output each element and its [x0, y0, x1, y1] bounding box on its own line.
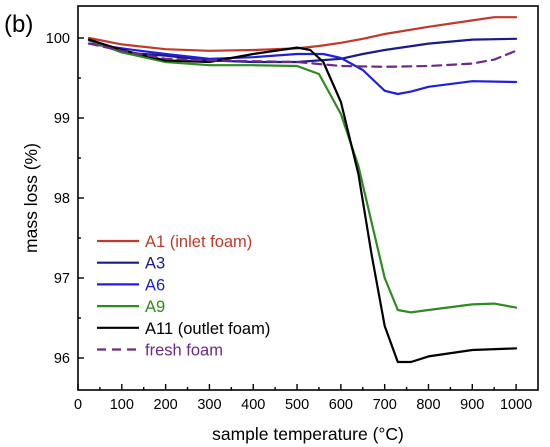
panel-label: (b): [4, 11, 33, 38]
y-tick-label: 100: [46, 31, 70, 47]
x-tick-label: 400: [241, 397, 265, 413]
series-line-5: [87, 42, 518, 68]
x-tick-label: 100: [110, 397, 134, 413]
legend: A1 (inlet foam) A3 A6 A9 A11 (outlet foam) fr…: [97, 233, 270, 360]
x-tick-label: 0: [74, 397, 82, 413]
x-tick-label: 600: [329, 397, 353, 413]
y-axis-title: mass loss (%): [21, 143, 41, 253]
series-layer: [87, 16, 518, 364]
legend-label: A1 (inlet foam): [145, 233, 252, 251]
legend-label: fresh foam: [145, 342, 223, 360]
series-line-1: [87, 37, 518, 64]
x-tick-label: 200: [154, 397, 178, 413]
legend-label: A11 (outlet foam): [145, 320, 270, 338]
x-axis-ticks: 0 100 200 300 400 500 600 700 800 900 1000: [74, 384, 532, 413]
y-tick-label: 97: [54, 271, 70, 287]
x-tick-label: 300: [197, 397, 221, 413]
series-line-2: [87, 42, 518, 96]
x-tick-label: 1000: [500, 397, 532, 413]
series-line-3: [87, 39, 518, 314]
y-tick-label: 98: [54, 191, 70, 207]
y-axis-ticks: 96 97 98 99 100: [46, 31, 84, 367]
x-tick-label: 900: [460, 397, 484, 413]
legend-label: A3: [145, 255, 165, 273]
legend-label: A9: [145, 298, 165, 316]
x-tick-label: 500: [285, 397, 309, 413]
y-tick-label: 99: [54, 111, 70, 127]
x-tick-label: 800: [416, 397, 440, 413]
series-line-4: [87, 38, 518, 364]
y-tick-label: 96: [54, 351, 70, 367]
series-line-0: [87, 16, 518, 52]
x-tick-label: 700: [373, 397, 397, 413]
x-axis-title: sample temperature (°C): [212, 424, 404, 444]
legend-label: A6: [145, 276, 165, 294]
